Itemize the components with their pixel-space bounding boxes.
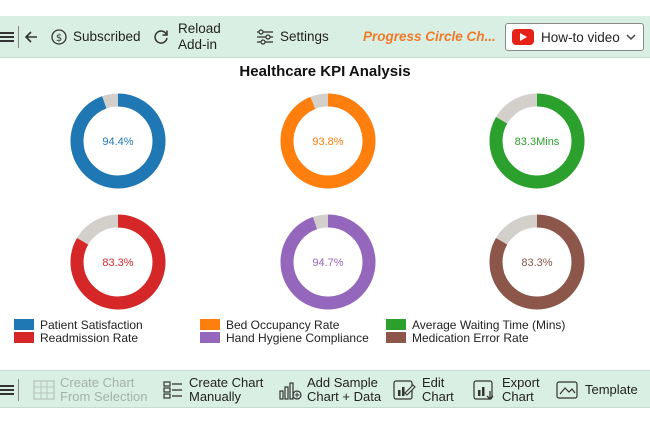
back-arrow-icon <box>24 31 37 43</box>
bottom-menu-button[interactable] <box>0 371 14 409</box>
label-line2: From Selection <box>60 389 148 404</box>
legend-item[interactable]: Patient Satisfaction <box>14 317 143 332</box>
create-chart-from-selection-button[interactable]: Create Chart From Selection <box>33 371 147 409</box>
create-chart-manually-button[interactable]: Create Chart Manually <box>162 371 263 409</box>
progress-circle-average-waiting-time-mins: 83.3Mins <box>489 93 585 189</box>
chart-legend: Patient Satisfaction Readmission Rate Bed … <box>0 316 650 346</box>
label-line1: Add Sample <box>307 375 378 390</box>
label-line2: Chart <box>422 389 454 404</box>
progress-circle-readmission-rate: 83.3% <box>70 214 166 310</box>
label-line1: Edit <box>422 375 445 390</box>
template-icon <box>556 381 578 399</box>
top-toolbar: $ Subscribed Reload Add-in Settings Prog… <box>0 16 650 58</box>
label-line2: Chart <box>502 389 534 404</box>
template-button[interactable]: Template <box>556 371 638 409</box>
progress-value-label: 83.3% <box>521 257 552 269</box>
progress-circle-medication-error-rate: 83.3% <box>489 214 585 310</box>
legend-item[interactable]: Readmission Rate <box>14 330 139 345</box>
label-line1: Create Chart <box>60 375 135 390</box>
reload-addin-label: Reload Add-in <box>178 21 221 53</box>
reload-addin-button[interactable]: Reload Add-in <box>152 16 221 58</box>
legend-label: Average Waiting Time (Mins) <box>412 317 566 332</box>
label-line2: Manually <box>189 389 242 404</box>
bottom-toolbar: Create Chart From Selection Create Chart… <box>0 370 650 408</box>
dollar-coin-icon: $ <box>51 29 67 45</box>
legend-item[interactable]: Bed Occupancy Rate <box>200 317 340 332</box>
add-sample-chart-button[interactable]: Add Sample Chart + Data <box>278 371 381 409</box>
subscribed-label: Subscribed <box>73 29 141 44</box>
legend-label: Medication Error Rate <box>412 330 529 345</box>
legend-item[interactable]: Medication Error Rate <box>386 330 529 345</box>
edit-chart-button[interactable]: Edit Chart <box>393 371 454 409</box>
progress-circle-bed-occupancy-rate: 93.8% <box>280 93 376 189</box>
chevron-down-icon <box>626 34 636 41</box>
progress-arc-average-waiting-time-mins <box>489 93 585 189</box>
legend-item[interactable]: Hand Hygiene Compliance <box>200 330 369 345</box>
legend-label: Patient Satisfaction <box>40 317 143 332</box>
edit-chart-icon <box>393 380 416 400</box>
progress-circle-patient-satisfaction: 94.4% <box>70 93 166 189</box>
legend-swatch <box>386 332 406 343</box>
menu-icon <box>0 32 14 42</box>
chart-title: Healthcare KPI Analysis <box>239 63 411 80</box>
legend-label: Hand Hygiene Compliance <box>226 330 369 345</box>
export-chart-icon <box>473 380 494 400</box>
progress-circle-hand-hygiene-compliance: 94.7% <box>280 214 376 310</box>
legend-swatch <box>386 319 406 330</box>
legend-swatch <box>200 332 220 343</box>
template-label: Template <box>585 382 638 397</box>
create-from-selection-label: Create Chart From Selection <box>60 376 147 404</box>
progress-arc-medication-error-rate <box>489 214 585 310</box>
back-button[interactable] <box>23 16 39 58</box>
legend-label: Readmission Rate <box>40 330 139 345</box>
howto-video-select[interactable]: How-to video <box>505 23 644 51</box>
progress-value-label: 94.7% <box>312 257 343 269</box>
youtube-icon <box>512 29 534 45</box>
export-chart-label: Export Chart <box>502 376 540 404</box>
label-line1: Create Chart <box>189 375 264 390</box>
svg-text:$: $ <box>56 33 62 44</box>
progress-arc-patient-satisfaction <box>70 93 166 189</box>
edit-chart-label: Edit Chart <box>422 376 454 404</box>
progress-arc-hand-hygiene-compliance <box>280 214 376 310</box>
legend-item[interactable]: Average Waiting Time (Mins) <box>386 317 566 332</box>
progress-arc-bed-occupancy-rate <box>280 93 376 189</box>
brand-title[interactable]: Progress Circle Ch... <box>363 29 495 44</box>
table-icon <box>33 380 55 400</box>
legend-swatch <box>200 319 220 330</box>
label-line2: Chart + Data <box>307 389 382 404</box>
howto-label: How-to video <box>541 29 620 45</box>
progress-value-label: 83.3% <box>102 257 133 269</box>
label-line1: Export <box>502 375 540 390</box>
list-icon <box>163 381 182 399</box>
progress-value-label: 93.8% <box>312 136 343 148</box>
legend-swatch <box>14 332 34 343</box>
menu-button[interactable] <box>0 16 14 58</box>
bottom-divider <box>18 379 19 401</box>
legend-label: Bed Occupancy Rate <box>226 317 340 332</box>
refresh-icon <box>154 30 168 44</box>
progress-arc-readmission-rate <box>70 214 166 310</box>
export-chart-button[interactable]: Export Chart <box>473 371 540 409</box>
subscribed-button[interactable]: $ Subscribed <box>51 16 141 58</box>
menu-icon <box>0 385 14 395</box>
chart-add-icon <box>279 382 302 400</box>
toolbar-divider <box>18 26 19 48</box>
settings-button[interactable]: Settings <box>256 16 329 58</box>
reload-label-line2: Add-in <box>178 37 218 52</box>
progress-value-label: 83.3Mins <box>515 136 560 148</box>
reload-label-line1: Reload <box>178 21 221 36</box>
progress-value-label: 94.4% <box>102 136 133 148</box>
legend-swatch <box>14 319 34 330</box>
progress-circle-chart: 94.4% 93.8% 83.3Mins 83.3% 94.7% 83.3% <box>70 93 585 310</box>
settings-label: Settings <box>280 29 329 44</box>
create-manually-label: Create Chart Manually <box>189 376 263 404</box>
add-sample-label: Add Sample Chart + Data <box>307 376 381 404</box>
sliders-icon <box>257 29 273 45</box>
